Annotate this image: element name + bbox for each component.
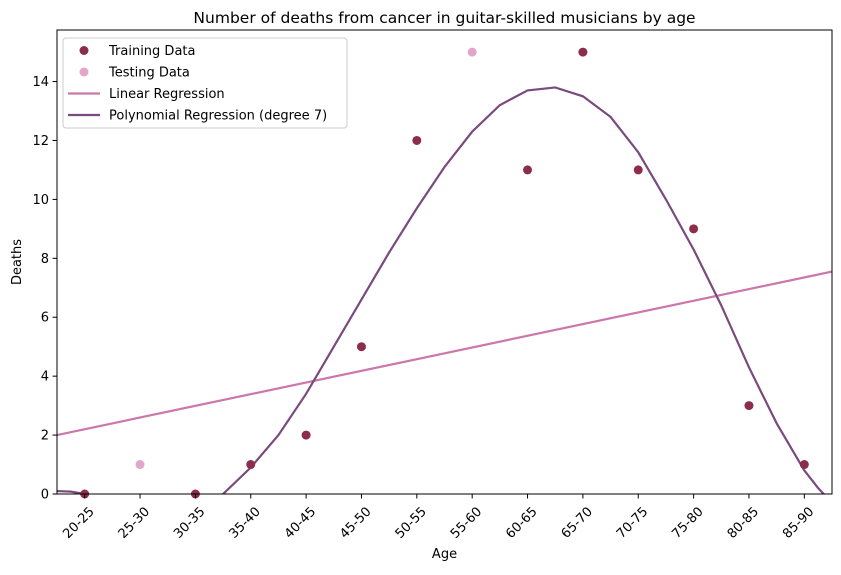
x-tick-label: 30-35	[171, 504, 208, 541]
x-axis-label: Age	[432, 547, 457, 562]
data-point-0-2	[246, 460, 256, 470]
data-point-0-6	[523, 165, 533, 175]
legend-marker	[79, 46, 89, 55]
data-point-0-10	[744, 401, 754, 411]
data-point-1-0	[135, 460, 145, 470]
x-tick-label: 75-80	[669, 504, 706, 541]
x-tick-label: 45-50	[337, 504, 374, 541]
y-tick-label: 8	[41, 252, 49, 267]
plot-frame	[56, 29, 833, 495]
legend-box	[62, 37, 348, 129]
x-tick-label: 70-75	[614, 504, 651, 541]
x-axis: 20-25 25-30 30-35 35-40 40-45 45-50 50-55 55-60…	[60, 494, 817, 542]
data-point-0-8	[633, 165, 643, 175]
data-point-0-5	[412, 135, 422, 145]
series-line-3	[57, 86, 826, 494]
plot-area	[57, 47, 832, 499]
x-tick-label: 40-45	[282, 504, 319, 541]
x-tick-label: 50-55	[393, 504, 430, 541]
legend: Training Data Testing Data Linear Regressi…	[62, 37, 348, 129]
x-tick-label: 65-70	[559, 504, 596, 541]
legend-label: Testing Data	[108, 66, 190, 81]
x-tick-label: 25-30	[116, 504, 153, 541]
y-axis: 0 2 4 6 8 10 12 14	[32, 75, 57, 503]
y-tick-label: 0	[41, 488, 49, 503]
data-point-0-11	[799, 460, 809, 470]
legend-marker	[79, 67, 89, 77]
y-tick-label: 4	[41, 370, 49, 385]
x-tick-label: 20-25	[60, 504, 97, 541]
legend-label: Linear Regression	[109, 87, 225, 102]
y-axis-label: Deaths	[10, 239, 25, 285]
x-tick-label: 35-40	[226, 504, 263, 541]
data-point-0-4	[356, 342, 366, 352]
data-point-1-1	[467, 47, 477, 57]
x-tick-label: 80-85	[725, 504, 762, 541]
legend-label: Training Data	[108, 44, 195, 59]
y-tick-label: 12	[32, 134, 49, 149]
chart-title: Number of deaths from cancer in guitar-s…	[193, 9, 695, 27]
y-tick-label: 10	[32, 193, 49, 208]
legend-label: Polynomial Regression (degree 7)	[109, 109, 327, 124]
x-tick-label: 60-65	[503, 504, 540, 541]
y-tick-label: 6	[41, 311, 49, 326]
data-point-0-9	[689, 224, 699, 234]
y-tick-label: 2	[41, 429, 49, 444]
series-line-2	[57, 270, 832, 437]
data-point-0-3	[301, 430, 311, 440]
y-tick-label: 14	[32, 75, 49, 90]
x-tick-label: 85-90	[780, 504, 817, 541]
data-point-0-7	[578, 47, 588, 57]
x-tick-label: 55-60	[448, 504, 485, 541]
